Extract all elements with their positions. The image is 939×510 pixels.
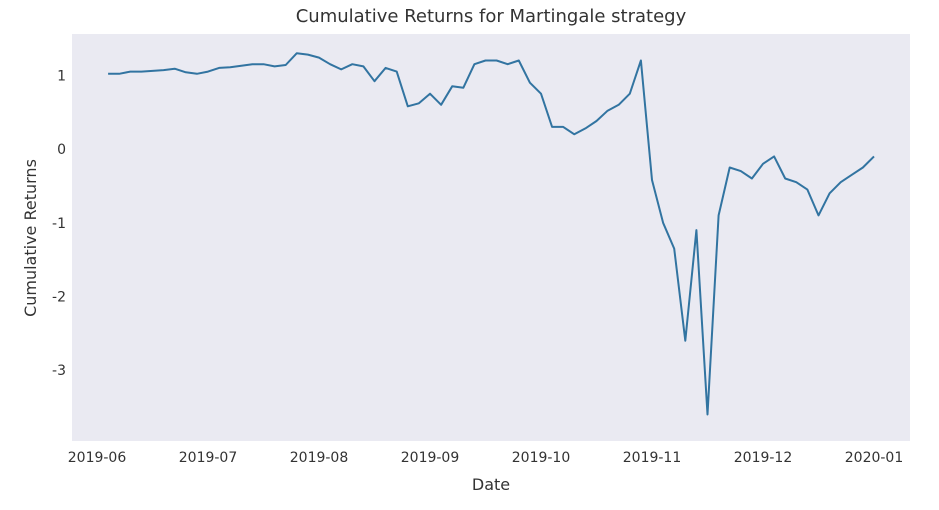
x-tick-label: 2019-08 — [290, 450, 349, 466]
y-tick-label: -3 — [52, 363, 66, 379]
plot-area — [72, 34, 910, 441]
y-tick-label: 0 — [57, 142, 66, 158]
line-series — [108, 52, 875, 416]
x-tick-label: 2019-09 — [401, 450, 460, 466]
y-tick-label: 1 — [57, 68, 66, 84]
x-tick-label: 2019-10 — [512, 450, 571, 466]
x-tick-label: 2019-11 — [623, 450, 682, 466]
y-tick-label: -2 — [52, 289, 66, 305]
x-tick-label: 2019-06 — [68, 450, 127, 466]
y-axis-label: Cumulative Returns — [21, 159, 40, 317]
chart-title: Cumulative Returns for Martingale strate… — [296, 6, 687, 27]
x-axis-label: Date — [472, 475, 510, 494]
x-tick-label: 2019-07 — [179, 450, 238, 466]
x-tick-label: 2019-12 — [734, 450, 793, 466]
x-tick-label: 2020-01 — [845, 450, 904, 466]
y-tick-label: -1 — [52, 216, 66, 232]
